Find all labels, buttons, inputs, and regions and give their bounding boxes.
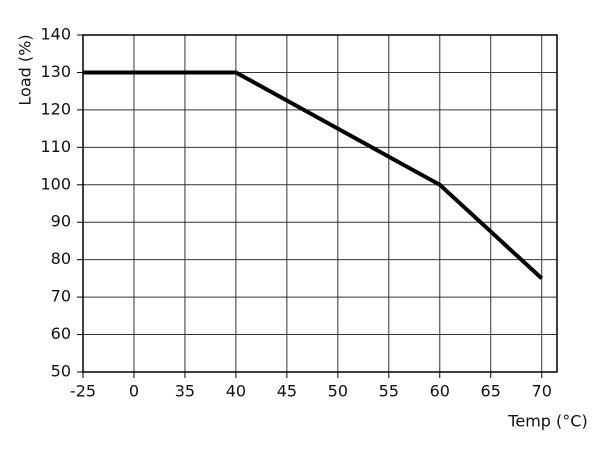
plot-border <box>82 34 558 373</box>
x-axis-label: Temp (°C) <box>507 412 587 431</box>
y-tick-label: 60 <box>51 324 71 343</box>
x-tick-label: 0 <box>129 382 139 401</box>
y-tick-label: 50 <box>51 362 71 381</box>
x-tick-label: 35 <box>175 382 195 401</box>
y-axis-label: Load (%) <box>16 34 35 105</box>
x-tick-label: 45 <box>277 382 297 401</box>
y-tick-label: 90 <box>51 212 71 231</box>
line <box>83 70 544 280</box>
x-tick-label: 70 <box>532 382 552 401</box>
x-tick-label: 60 <box>430 382 450 401</box>
y-tick-label: 130 <box>40 62 71 81</box>
x-tick-label: 50 <box>328 382 348 401</box>
y-tick-label: 100 <box>40 174 71 193</box>
x-tick-label: -25 <box>70 382 96 401</box>
x-tick-label: 40 <box>226 382 246 401</box>
y-tick-label: 120 <box>40 99 71 118</box>
y-tick-label: 70 <box>51 287 71 306</box>
x-tick-label: 55 <box>379 382 399 401</box>
y-tick-label: 140 <box>40 25 71 44</box>
x-tick-label: 65 <box>481 382 501 401</box>
y-tick-label: 110 <box>40 137 71 156</box>
y-tick-label: 80 <box>51 249 71 268</box>
